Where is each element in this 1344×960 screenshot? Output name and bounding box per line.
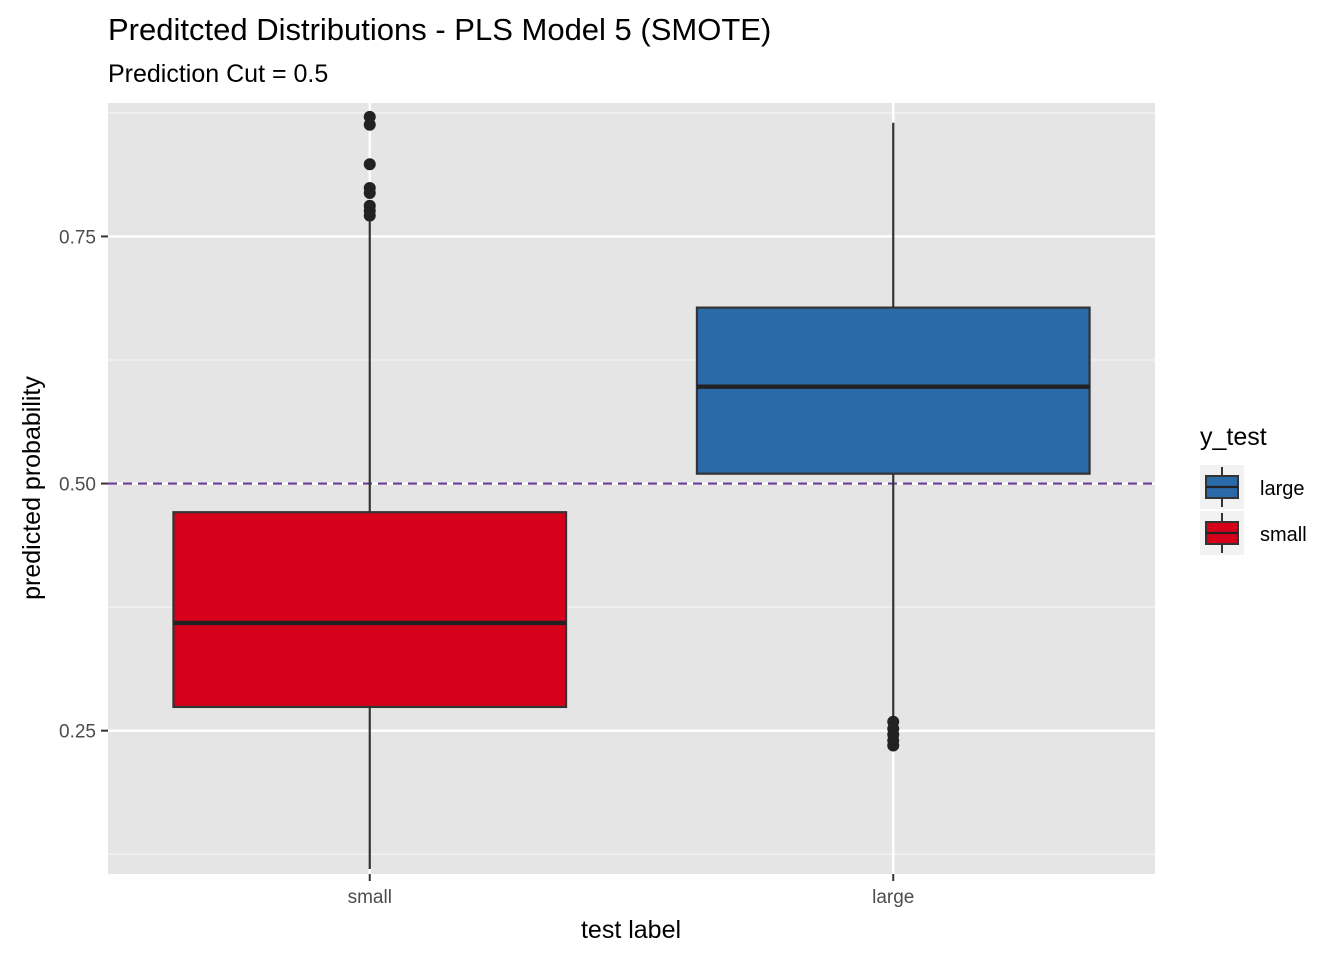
x-tick-label: large <box>872 887 914 908</box>
outlier-point <box>363 110 376 123</box>
outlier-point <box>887 715 900 728</box>
box-body <box>172 511 568 709</box>
y-axis-label: predicted probability <box>18 376 46 600</box>
y-tick-label: 0.25 <box>59 722 96 743</box>
box-small <box>172 110 568 870</box>
legend-title: y_test <box>1200 423 1267 451</box>
y-tick-label: 0.50 <box>59 475 96 496</box>
legend-item-small: small <box>1200 511 1307 555</box>
y-tick-label: 0.75 <box>59 227 96 248</box>
box-body <box>695 306 1091 475</box>
box-large <box>695 122 1091 752</box>
legend-label: large <box>1260 478 1304 500</box>
outlier-point <box>363 199 376 212</box>
legend: y_test large small <box>1200 423 1307 555</box>
chart-subtitle: Prediction Cut = 0.5 <box>108 60 328 88</box>
x-tick-label: small <box>348 887 392 908</box>
legend-item-large: large <box>1200 465 1304 509</box>
boxes-group <box>172 110 1091 870</box>
x-axis-label: test label <box>581 916 681 944</box>
chart-title: Preditcted Distributions - PLS Model 5 (… <box>108 12 771 47</box>
legend-label: small <box>1260 524 1307 546</box>
outlier-point <box>363 182 376 195</box>
y-axis: 0.25 0.50 0.75 <box>59 227 108 743</box>
outlier-point <box>363 158 376 171</box>
plot-panel <box>108 103 1155 874</box>
x-axis: small large <box>348 874 914 908</box>
